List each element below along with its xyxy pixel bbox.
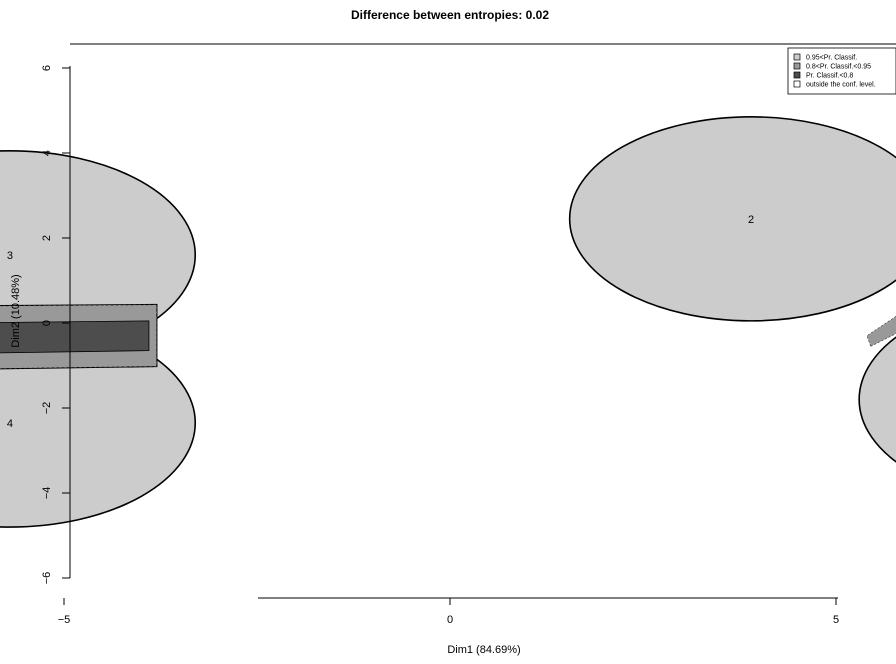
y-axis-label: Dim2 (10.48%): [10, 274, 22, 347]
legend-swatch: [793, 53, 801, 61]
classification-regions: [0, 116, 896, 528]
cluster-4-label: 4: [7, 418, 13, 430]
legend-entry-label: outside the conf. level.: [806, 82, 876, 89]
legend-entry-label: Pr. Classif.<0.8: [806, 73, 853, 80]
cluster-labels: 1234: [7, 214, 754, 430]
region-medium-sliver-1: [866, 315, 896, 347]
chart-title: Difference between entropies: 0.02: [351, 8, 549, 22]
cluster-3-label: 3: [7, 250, 13, 262]
y-tick-label: −4: [41, 487, 53, 500]
region-low-band: [0, 320, 150, 354]
x-axis-label: Dim1 (84.69%): [447, 644, 520, 656]
cluster-1-region: [858, 336, 896, 463]
y-tick-label: −2: [41, 402, 53, 415]
cluster-4-region: [0, 317, 197, 528]
legend-swatch: [793, 71, 801, 79]
cluster-2-region: [568, 116, 896, 322]
y-tick-label: 0: [41, 320, 53, 326]
legend-entry-label: 0.95<Pr. Classif.: [806, 55, 857, 62]
x-tick-label: 5: [833, 614, 839, 626]
legend-swatch: [793, 80, 801, 88]
cluster-2-label: 2: [748, 214, 754, 226]
legend-swatch: [793, 62, 801, 70]
x-axis: −50510: [58, 597, 839, 626]
y-axis: −6 −4 −2 0 2 4 6: [41, 65, 71, 585]
y-tick-label: 2: [41, 235, 53, 241]
y-tick-label: −6: [41, 572, 53, 585]
x-tick-label: −5: [58, 614, 71, 626]
legend-entry-label: 0.8<Pr. Classif.<0.95: [806, 64, 871, 71]
legend-box: [787, 47, 896, 95]
y-tick-label: 4: [41, 150, 53, 156]
y-tick-label: 6: [41, 65, 53, 71]
x-tick-label: 0: [447, 614, 453, 626]
legend: 0.95<Pr. Classif. 0.8<Pr. Classif.<0.95 Pr…: [787, 47, 896, 95]
